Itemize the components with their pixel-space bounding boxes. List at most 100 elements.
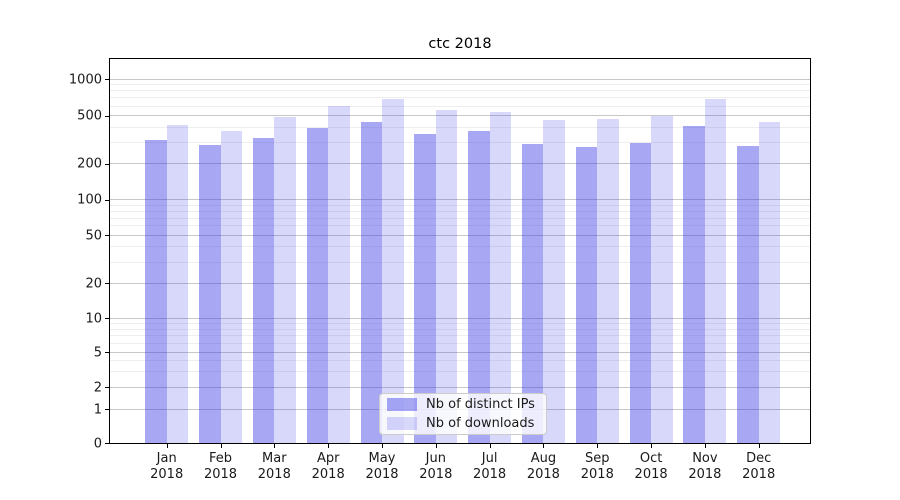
bar-ips-jan — [145, 140, 167, 443]
x-tick-mark — [651, 444, 653, 448]
bar-ips-apr — [306, 128, 329, 443]
major-gridline — [110, 351, 810, 353]
x-tick-label: Jun 2018 — [419, 451, 453, 482]
x-tick-mark — [328, 444, 330, 448]
bar-downloads-dec — [758, 122, 781, 443]
x-tick-label: Apr 2018 — [311, 451, 345, 482]
minor-gridline — [110, 97, 810, 99]
y-tick-mark — [105, 199, 109, 201]
x-tick-label: Feb 2018 — [203, 451, 238, 482]
y-tick-mark — [105, 163, 109, 165]
bar-downloads-apr — [328, 105, 350, 443]
bar-ips-feb — [199, 145, 221, 443]
bar-ips-nov — [683, 125, 705, 443]
x-tick-mark — [220, 444, 222, 448]
major-gridline — [110, 115, 810, 117]
x-tick-mark — [435, 444, 437, 448]
y-tick-mark — [105, 387, 109, 389]
y-tick-label: 1 — [93, 402, 102, 417]
minor-gridline — [110, 90, 810, 92]
x-tick-mark — [382, 444, 383, 448]
plot-area — [109, 58, 811, 444]
y-tick-mark — [105, 115, 109, 117]
minor-gridline — [110, 246, 810, 248]
bar-downloads-jan — [166, 124, 189, 443]
major-gridline — [110, 78, 810, 80]
y-tick-mark — [105, 283, 109, 285]
x-tick-label: Dec 2018 — [742, 451, 776, 482]
legend-label-downloads: Nb of downloads — [426, 416, 535, 431]
bar-ips-jul — [468, 130, 490, 443]
y-tick-label: 200 — [77, 156, 102, 172]
x-tick-label: Jul 2018 — [473, 451, 507, 482]
major-gridline — [110, 199, 810, 201]
minor-gridline — [110, 328, 810, 330]
bar-ips-sep — [575, 147, 598, 443]
y-tick-label: 50 — [85, 228, 102, 244]
y-tick-mark — [105, 352, 109, 354]
x-tick-mark — [489, 444, 491, 448]
legend-item-downloads: Nb of downloads — [380, 416, 546, 432]
major-gridline — [110, 163, 810, 165]
bar-downloads-aug — [543, 119, 565, 443]
legend-swatch-downloads — [387, 417, 417, 430]
y-tick-mark — [105, 318, 109, 319]
bar-downloads-may — [382, 99, 404, 443]
y-tick-mark — [105, 235, 109, 237]
bar-ips-oct — [629, 143, 652, 443]
bar-ips-aug — [521, 144, 544, 443]
y-tick-label: 0 — [93, 436, 102, 451]
y-tick-mark — [105, 443, 109, 444]
minor-gridline — [110, 217, 810, 219]
x-tick-mark — [758, 444, 760, 448]
minor-gridline — [110, 335, 810, 337]
y-tick-mark — [105, 409, 109, 410]
x-tick-mark — [274, 444, 276, 448]
minor-gridline — [110, 84, 810, 86]
x-tick-label: Sep 2018 — [580, 451, 614, 482]
x-tick-label: May 2018 — [365, 451, 399, 482]
legend-swatch-distinct-ips — [387, 398, 417, 411]
major-gridline — [110, 282, 810, 284]
x-tick-label: Mar 2018 — [257, 451, 291, 482]
bar-downloads-jun — [435, 109, 458, 443]
bar-downloads-oct — [651, 116, 673, 443]
bar-ips-dec — [737, 145, 759, 443]
minor-gridline — [110, 360, 810, 362]
legend: Nb of distinct IPs Nb of downloads — [379, 393, 547, 435]
chart-title: ctc 2018 — [428, 36, 492, 52]
minor-gridline — [110, 342, 810, 344]
major-gridline — [110, 317, 810, 319]
minor-gridline — [110, 204, 810, 206]
major-gridline — [110, 386, 810, 388]
bar-downloads-nov — [704, 99, 727, 443]
y-tick-label: 20 — [85, 276, 102, 292]
y-tick-label: 5 — [93, 345, 102, 361]
x-tick-mark — [543, 444, 545, 448]
x-tick-mark — [166, 444, 168, 448]
minor-gridline — [110, 142, 810, 143]
legend-label-distinct-ips: Nb of distinct IPs — [426, 397, 535, 412]
minor-gridline — [110, 210, 810, 212]
bar-ips-may — [360, 121, 382, 443]
minor-gridline — [110, 261, 810, 263]
y-tick-label: 500 — [77, 108, 102, 124]
x-tick-label: Nov 2018 — [688, 451, 722, 482]
y-tick-label: 100 — [77, 192, 102, 208]
bar-ips-jun — [414, 134, 436, 443]
minor-gridline — [110, 371, 810, 373]
y-tick-label: 2 — [93, 380, 102, 396]
x-tick-label: Aug 2018 — [526, 451, 560, 482]
x-tick-label: Jan 2018 — [150, 451, 184, 482]
bar-downloads-mar — [274, 116, 296, 443]
x-tick-label: Oct 2018 — [634, 451, 668, 482]
x-tick-mark — [704, 444, 706, 448]
y-tick-label: 1000 — [68, 72, 102, 87]
minor-gridline — [110, 126, 810, 128]
bar-ips-mar — [252, 138, 275, 443]
legend-item-distinct-ips: Nb of distinct IPs — [380, 397, 546, 413]
x-tick-mark — [597, 444, 599, 448]
major-gridline — [110, 234, 810, 236]
bar-downloads-feb — [220, 130, 242, 443]
